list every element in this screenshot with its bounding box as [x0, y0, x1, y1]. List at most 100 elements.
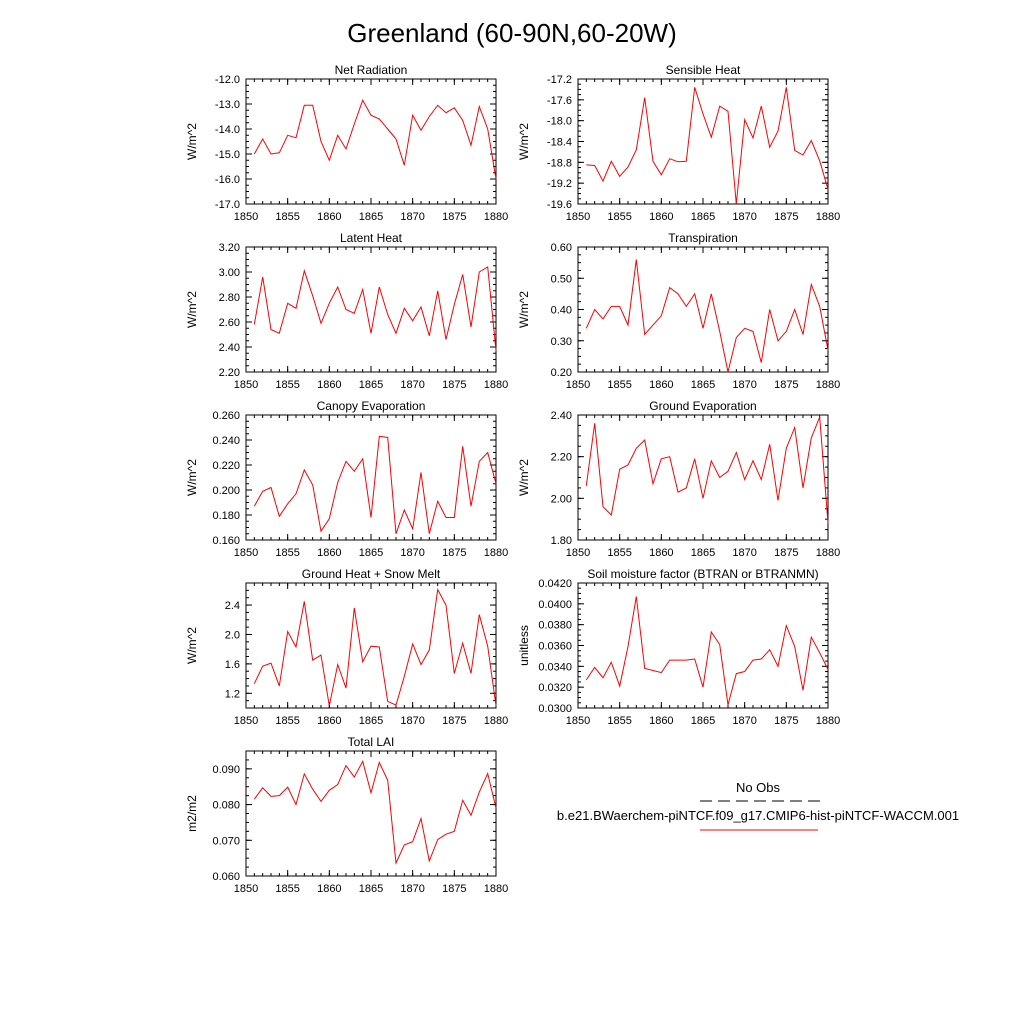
y-tick-label: 0.090: [212, 764, 240, 776]
y-tick-label: -16.0: [215, 174, 240, 186]
x-tick-label: 1870: [400, 547, 424, 559]
y-tick-label: 1.2: [225, 688, 240, 700]
y-tick-label: -18.4: [547, 137, 572, 149]
series-line: [253, 266, 497, 351]
x-tick-label: 1860: [317, 883, 341, 895]
panel-title: Latent Heat: [340, 231, 403, 245]
series-line: [253, 588, 497, 706]
y-tick-label: -14.0: [215, 124, 240, 136]
y-tick-label: -12.0: [215, 74, 240, 86]
series-line: [585, 416, 829, 524]
y-tick-label: -19.2: [547, 178, 572, 190]
x-tick-label: 1875: [774, 715, 798, 727]
y-tick-label: 0.60: [551, 242, 572, 254]
y-tick-label: -13.0: [215, 99, 240, 111]
x-tick-label: 1870: [732, 547, 756, 559]
x-tick-label: 1850: [566, 379, 590, 391]
y-tick-label: 1.6: [225, 659, 240, 671]
y-tick-label: 0.0360: [538, 641, 572, 653]
y-tick-label: 0.0380: [538, 620, 572, 632]
plot-frame: [577, 414, 829, 541]
x-tick-label: 1860: [317, 379, 341, 391]
legend-obs-label: No Obs: [736, 780, 781, 795]
x-tick-label: 1880: [816, 547, 840, 559]
panel-6: Ground Evaporation W/m^2 1850 1855 1860 1865 1…: [517, 399, 840, 559]
panel-title: Net Radiation: [335, 63, 408, 77]
x-tick-label: 1860: [649, 715, 673, 727]
panel-3: Latent Heat W/m^2 1850 1855 1860 1865 1870 1875…: [185, 231, 508, 391]
x-tick-label: 1865: [691, 211, 715, 223]
y-tick-label: 0.0320: [538, 682, 572, 694]
y-tick-label: 0.0400: [538, 599, 572, 611]
x-tick-label: 1875: [774, 211, 798, 223]
plot-frame: [577, 246, 829, 373]
x-tick-label: 1865: [691, 379, 715, 391]
x-tick-label: 1870: [400, 883, 424, 895]
series-line: [253, 760, 497, 865]
x-tick-label: 1850: [234, 379, 258, 391]
y-tick-label: 0.060: [212, 871, 240, 883]
x-tick-label: 1875: [774, 547, 798, 559]
y-axis-label: W/m^2: [185, 459, 199, 496]
x-tick-label: 1875: [442, 883, 466, 895]
panel-1: Net Radiation W/m^2 1850 1855 1860 1865 1870 18…: [185, 63, 508, 223]
x-tick-label: 1870: [732, 211, 756, 223]
x-tick-label: 1855: [275, 379, 299, 391]
y-tick-label: 0.40: [551, 305, 572, 317]
y-tick-label: -17.6: [547, 95, 572, 107]
y-tick-label: 2.20: [551, 452, 572, 464]
y-tick-label: 3.20: [219, 242, 240, 254]
plot-frame: [245, 582, 497, 709]
y-tick-label: 2.40: [551, 410, 572, 422]
x-tick-label: 1860: [317, 211, 341, 223]
y-tick-label: 1.80: [551, 535, 572, 547]
y-tick-label: 2.00: [551, 493, 572, 505]
series-line: [585, 259, 829, 373]
y-tick-label: -18.8: [547, 157, 572, 169]
y-tick-label: -17.2: [547, 74, 572, 86]
x-tick-label: 1850: [566, 547, 590, 559]
y-axis-label: W/m^2: [185, 627, 199, 664]
x-tick-label: 1855: [607, 715, 631, 727]
y-tick-label: 0.200: [212, 485, 240, 497]
x-tick-label: 1855: [607, 547, 631, 559]
x-tick-label: 1875: [774, 379, 798, 391]
panel-2: Sensible Heat W/m^2 1850 1855 1860 1865 1870 18…: [517, 63, 840, 223]
y-tick-label: -19.6: [547, 199, 572, 211]
x-tick-label: 1855: [275, 547, 299, 559]
x-tick-label: 1860: [649, 547, 673, 559]
x-tick-label: 1855: [607, 211, 631, 223]
y-tick-label: -18.0: [547, 116, 572, 128]
y-axis-label: W/m^2: [517, 291, 531, 328]
x-tick-label: 1865: [359, 715, 383, 727]
panel-5: Canopy Evaporation W/m^2 1850 1855 1860 1865 1…: [185, 399, 508, 559]
x-tick-label: 1855: [275, 211, 299, 223]
y-tick-label: -15.0: [215, 149, 240, 161]
panel-title: Ground Heat + Snow Melt: [302, 567, 441, 581]
panel-title: Ground Evaporation: [649, 399, 756, 413]
panel-title: Canopy Evaporation: [317, 399, 426, 413]
legend-case-label: b.e21.BWaerchem-piNTCF.f09_g17.CMIP6-his…: [557, 808, 959, 823]
panel-9: Total LAI m2/m2 1850 1855 1860 1865 1870 1875 18…: [185, 735, 508, 895]
x-tick-label: 1880: [484, 883, 508, 895]
x-tick-label: 1860: [649, 379, 673, 391]
x-tick-label: 1875: [442, 715, 466, 727]
panel-8: Soil moisture factor (BTRAN or BTRANMN) u…: [517, 567, 840, 727]
y-axis-label: W/m^2: [185, 291, 199, 328]
x-tick-label: 1850: [234, 211, 258, 223]
x-tick-label: 1870: [400, 715, 424, 727]
series-line: [253, 435, 497, 534]
x-tick-label: 1880: [484, 379, 508, 391]
y-axis-label: W/m^2: [185, 123, 199, 160]
y-tick-label: 2.80: [219, 292, 240, 304]
y-tick-label: 2.20: [219, 367, 240, 379]
y-tick-label: 0.220: [212, 460, 240, 472]
plot-frame: [245, 414, 497, 541]
series-line: [585, 596, 829, 706]
x-tick-label: 1880: [484, 211, 508, 223]
x-tick-label: 1865: [359, 883, 383, 895]
y-tick-label: 0.160: [212, 535, 240, 547]
y-tick-label: 3.00: [219, 267, 240, 279]
y-axis-label: W/m^2: [517, 123, 531, 160]
